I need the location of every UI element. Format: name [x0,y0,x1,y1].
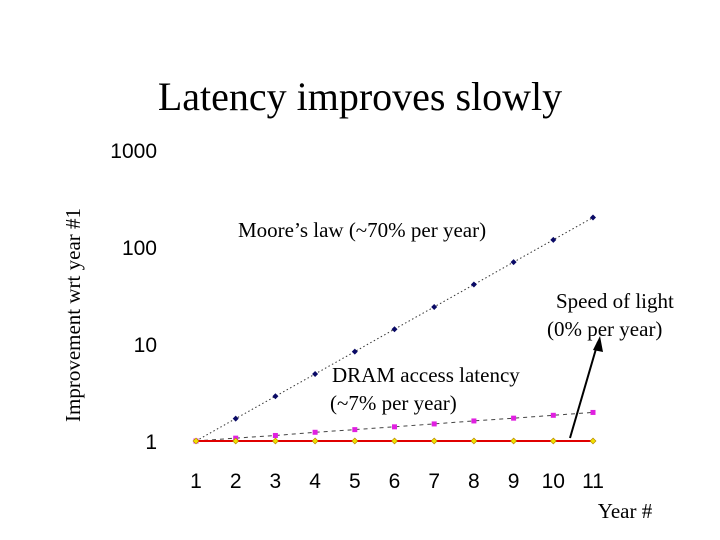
chart-title: Latency improves slowly [158,74,562,119]
moore-point [590,214,596,221]
x-tick-labels: 1 2 3 4 5 6 7 8 9 10 11 [190,470,604,493]
light-point [311,437,319,445]
light-annotation-line2: (0% per year) [547,317,662,341]
series-markers [192,214,597,445]
light-annotation-line1: Speed of light [556,289,674,313]
x-tick-label: 6 [389,470,401,493]
x-tick-label: 10 [542,470,565,493]
light-point [510,437,518,445]
x-tick-label: 4 [309,470,321,493]
moore-point [550,236,557,243]
moore-annotation: Moore’s law (~70% per year) [238,218,486,242]
y-tick-label: 1 [145,431,157,454]
moore-point [272,393,279,400]
x-tick-label: 9 [508,470,520,493]
dram-annotation-line1: DRAM access latency [332,363,520,387]
dram-annotation-line2: (~7% per year) [330,391,457,415]
y-tick-labels: 1 10 100 1000 [110,140,157,454]
dram-point [471,418,477,424]
light-point [232,437,240,445]
moore-point [391,326,398,333]
dram-point [590,409,596,415]
moore-point [510,259,517,266]
dram-point [352,427,358,433]
moore-point [470,281,477,288]
moore-point [431,303,438,310]
x-tick-label: 2 [230,470,242,493]
y-tick-label: 10 [134,334,157,357]
x-tick-label: 5 [349,470,361,493]
moore-point [312,370,319,377]
light-point [351,437,359,445]
x-axis-label: Year # [598,499,653,523]
dram-point [550,412,556,418]
light-annotation-arrow [569,341,599,439]
light-point [589,437,597,445]
x-tick-label: 8 [468,470,480,493]
light-point [391,437,398,445]
dram-point [272,432,278,438]
x-tick-label: 1 [190,470,202,493]
arrow-head [593,336,603,352]
dram-point [431,421,437,427]
light-point [271,437,279,445]
x-tick-label: 11 [582,470,604,493]
x-tick-label: 3 [270,470,282,493]
moore-point [232,415,239,422]
y-tick-label: 100 [122,237,157,260]
y-tick-label: 1000 [110,140,157,163]
light-point [549,437,557,445]
dram-point [392,424,397,430]
series-line [195,411,594,442]
light-point [192,437,200,445]
dram-point [312,429,318,435]
light-point [430,437,438,445]
light-point [470,437,478,445]
dram-point [511,415,517,421]
y-axis-label: Improvement wrt year #1 [61,208,85,422]
moore-point [351,348,358,355]
x-tick-label: 7 [428,470,440,493]
